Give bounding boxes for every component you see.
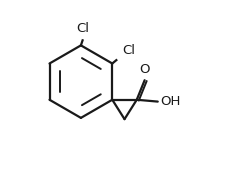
Text: OH: OH	[160, 95, 180, 108]
Text: Cl: Cl	[122, 44, 135, 57]
Text: Cl: Cl	[76, 22, 89, 35]
Text: O: O	[139, 63, 150, 76]
